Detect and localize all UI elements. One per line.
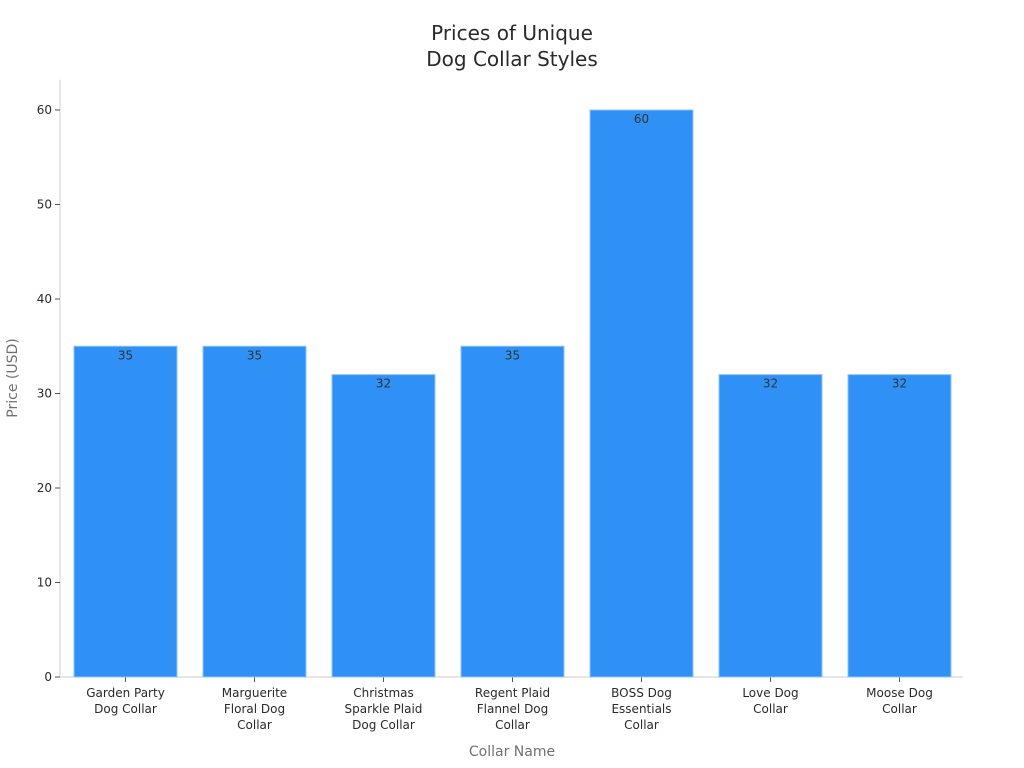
y-tick-label: 40 [37, 292, 52, 306]
bars: 35 35 32 35 60 32 32 [73, 109, 952, 678]
x-tick-label: Love Dog Collar [742, 686, 798, 716]
bar-group: 60 [589, 109, 694, 678]
x-axis: Garden Party Dog Collar Marguerite Floral D… [60, 676, 963, 732]
chart-title-line: Dog Collar Styles [426, 47, 598, 71]
x-tick-label: Christmas Sparkle Plaid Dog Collar [345, 686, 423, 732]
bar [331, 374, 436, 678]
bar-value-label: 60 [634, 112, 649, 126]
bar [589, 109, 694, 678]
bar-value-label: 35 [247, 348, 262, 362]
y-tick-label: 30 [37, 387, 52, 401]
x-tick-label: BOSS Dog Essentials Collar [611, 686, 672, 732]
y-axis-title: Price (USD) [5, 338, 21, 417]
y-axis: 0 10 20 30 40 50 60 [37, 79, 61, 684]
bar-value-label: 32 [376, 377, 391, 391]
bar-value-label: 32 [892, 377, 907, 391]
bar-group: 35 [460, 345, 565, 678]
bar-value-label: 35 [118, 348, 133, 362]
bar-value-label: 35 [505, 348, 520, 362]
x-tick-label: Regent Plaid Flannel Dog Collar [475, 686, 550, 732]
bar [73, 345, 178, 678]
chart-title-line: Prices of Unique [431, 21, 593, 45]
bar [718, 374, 823, 678]
y-tick-label: 20 [37, 481, 52, 495]
y-tick-label: 60 [37, 103, 52, 117]
x-tick-label: Garden Party Dog Collar [86, 686, 165, 716]
bar-group: 32 [718, 374, 823, 678]
bar [202, 345, 307, 678]
bar-group: 35 [73, 345, 178, 678]
x-tick-label: Moose Dog Collar [866, 686, 933, 716]
bar-group: 32 [331, 374, 436, 678]
bar [460, 345, 565, 678]
x-tick-label: Marguerite Floral Dog Collar [222, 686, 287, 732]
bar-group: 35 [202, 345, 307, 678]
y-tick-label: 0 [44, 670, 52, 684]
bar-group: 32 [847, 374, 952, 678]
x-axis-title: Collar Name [469, 744, 555, 760]
bar [847, 374, 952, 678]
bar-value-label: 32 [763, 377, 778, 391]
y-tick-label: 50 [37, 198, 52, 212]
y-tick-label: 10 [37, 576, 52, 590]
